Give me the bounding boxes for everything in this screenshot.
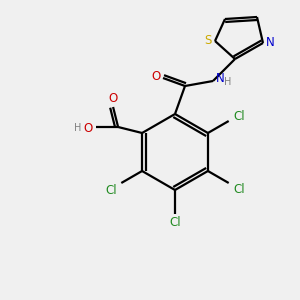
Text: H: H [74,123,82,133]
Text: O: O [83,122,93,134]
Text: Cl: Cl [233,110,244,124]
Text: N: N [216,71,224,85]
Text: Cl: Cl [106,184,117,197]
Text: Cl: Cl [169,217,181,230]
Text: O: O [152,70,160,83]
Text: H: H [224,77,232,87]
Text: N: N [266,37,274,50]
Text: Cl: Cl [233,182,244,196]
Text: O: O [109,92,118,106]
Text: S: S [204,34,212,47]
